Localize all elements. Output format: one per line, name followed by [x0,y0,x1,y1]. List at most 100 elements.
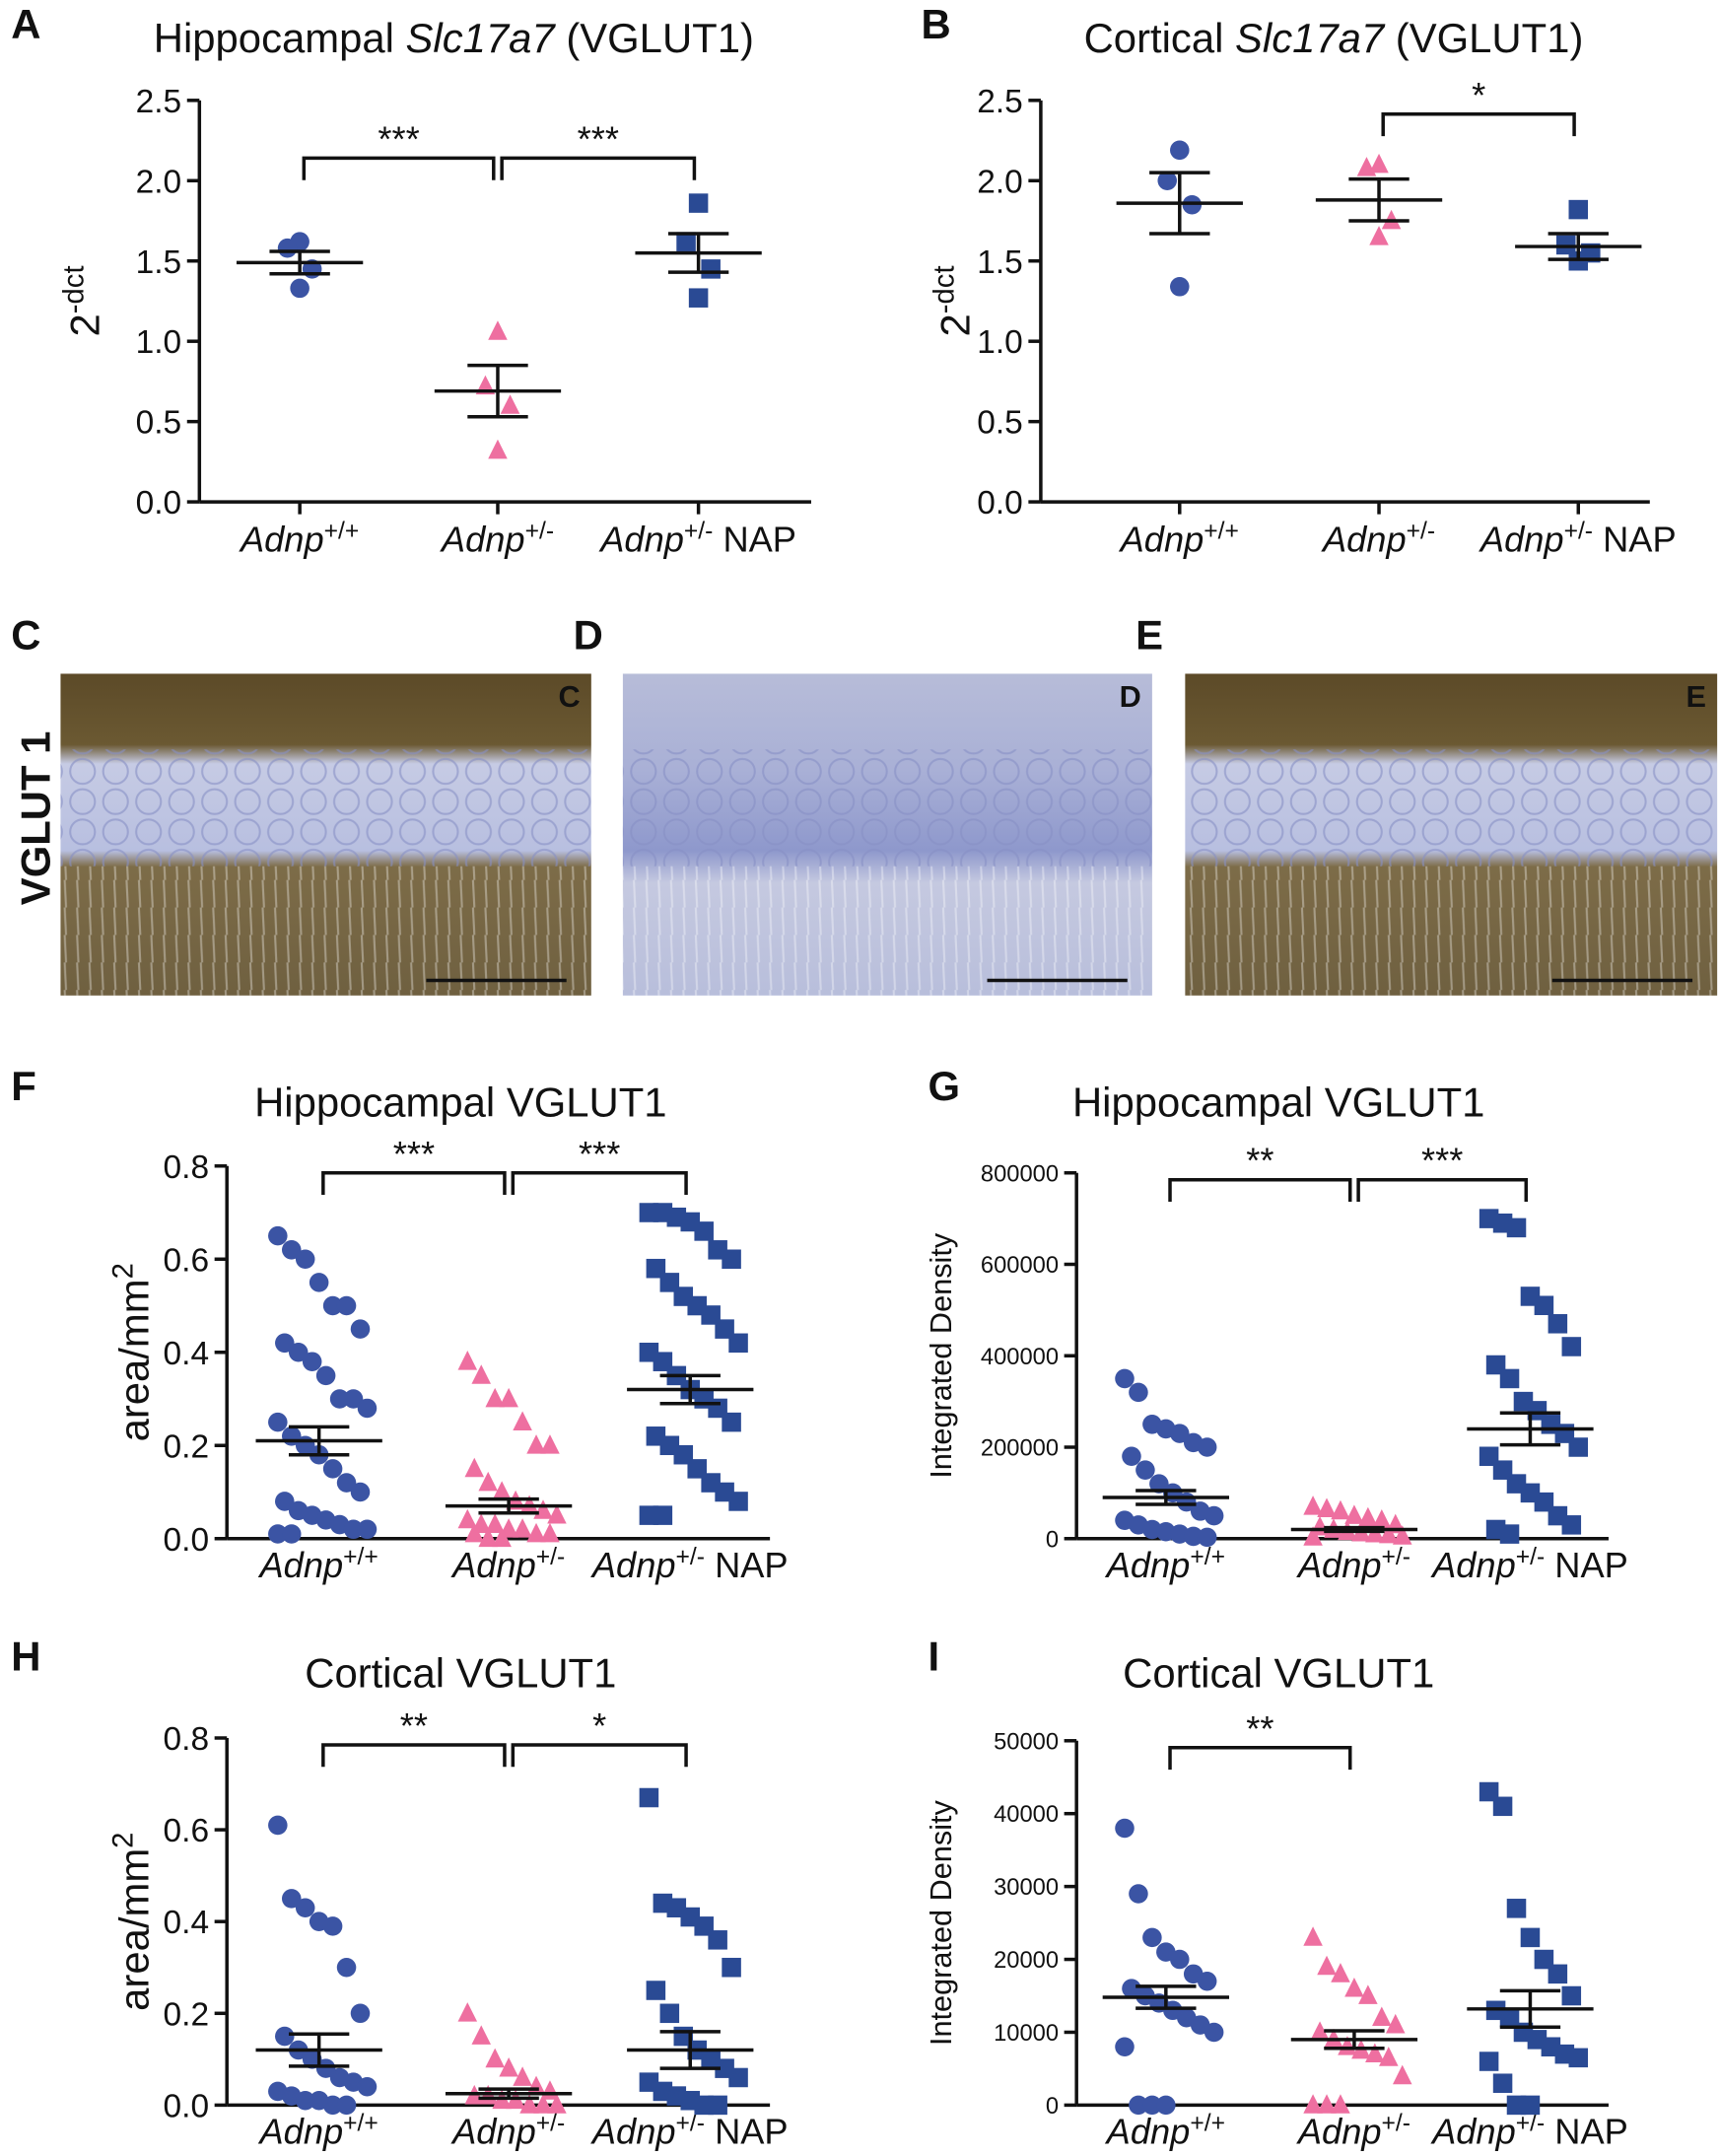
category-sup: +/+ [1204,518,1239,544]
panel-letter: H [11,1634,40,1680]
data-point [1204,1505,1224,1526]
data-point [1344,1504,1364,1524]
data-point [1568,1437,1589,1457]
data-point [722,1412,741,1432]
title-part: Cortical [1084,15,1235,61]
data-point [1479,1781,1499,1802]
significance-bracket [321,1170,507,1196]
data-point [1129,1382,1148,1403]
category-sup: +/+ [1190,2110,1225,2136]
x-tick-label: Adnp+/+ [1105,2110,1225,2152]
data-point [1358,1984,1378,2004]
data-point [457,1351,478,1370]
data-point [478,1471,498,1492]
data-point [708,2095,727,2116]
data-point [275,1492,295,1511]
category-name: Adnp [258,2111,344,2151]
data-point [1156,2095,1176,2116]
y-tick-label: 30000 [994,1875,1059,1901]
data-point [694,1221,714,1241]
y-tick-label: 400000 [981,1345,1059,1370]
data-point [1338,2036,1357,2055]
y-tick-label: 40000 [994,1802,1059,1828]
data-point [485,1513,505,1533]
y-tick-label: 10000 [994,2021,1059,2047]
panel-letter: E [1135,611,1163,658]
y-tick-label: 1.5 [977,244,1023,281]
data-point [1499,2007,1520,2028]
y-tick-label: 0.8 [164,1721,210,1758]
panel-letter: D [574,611,603,658]
data-point [526,1522,546,1543]
chart: G Hippocampal VGLUT1 Integrated Density 0 20… [924,1063,1628,1585]
y-label-part: -dct [928,265,960,313]
category-suffix: NAP [1545,1545,1628,1585]
category-name: Adnp [1321,519,1407,559]
data-point [464,1522,485,1543]
data-point [1520,2095,1541,2116]
data-point [275,1333,295,1354]
panel-letter: A [11,1,40,47]
data-point [1379,2047,1399,2066]
y-tick-label: 0.0 [977,485,1023,522]
category-sup: +/- [536,1543,565,1569]
data-point [281,1524,302,1544]
y-tick-label: 600000 [981,1253,1059,1279]
data-point [1129,2095,1148,2116]
data-point [350,1482,371,1502]
category-name: Adnp [1296,1545,1382,1585]
data-point [471,1364,492,1384]
data-point [1365,2043,1385,2063]
data-point [492,1481,512,1500]
data-point [1115,1368,1135,1389]
chart-title: Cortical VGLUT1 [1123,1649,1434,1696]
data-point [1372,2006,1392,2027]
data-point [688,193,709,213]
category-sup: +/- [1564,518,1593,544]
image-inset-letter: E [1686,679,1706,714]
category-name: Adnp [1430,2111,1516,2151]
category-sup: +/- [1516,1543,1545,1569]
panel-letter: C [11,611,40,658]
data-point [1344,1977,1364,1997]
category-name: Adnp [1119,519,1204,559]
data-point [1170,1949,1190,1970]
x-tick-label: Adnp+/+ [258,2110,378,2152]
y-tick-label: 0.0 [164,1522,210,1559]
y-tick-label: 1.0 [136,324,182,361]
y-label-part: 2 [106,1263,139,1279]
category-suffix: NAP [705,2111,789,2151]
data-point [357,1519,378,1540]
x-tick-label: Adnp+/- NAP [1430,1543,1628,1585]
data-point [540,1522,560,1543]
category-sup: +/+ [1190,1543,1225,1569]
data-point [533,2094,553,2114]
category-name: Adnp [450,2111,536,2151]
data-point [513,1411,532,1430]
panel-letter: B [922,1,951,47]
significance-label: *** [579,1134,620,1174]
x-tick-label: Adnp+/- [450,1543,565,1585]
significance-label: *** [1421,1141,1463,1181]
y-tick-label: 0.0 [136,485,182,522]
micrograph-cells [1185,749,1718,867]
category-sup: +/- [1382,2110,1410,2136]
y-label-part: 2 [931,313,978,336]
category-sup: +/- [536,2110,565,2136]
data-point [1379,1523,1399,1544]
y-tick-label: 0.0 [164,2088,210,2124]
data-point [1170,277,1190,297]
y-tick-label: 0.4 [164,1336,210,1372]
data-point [464,1457,485,1478]
image-inset-letter: C [559,679,581,714]
title-part: Slc17a7 [406,15,557,61]
data-point [1358,1506,1378,1527]
data-point [322,1916,343,1936]
x-tick-label: Adnp+/+ [1105,1543,1225,1585]
data-point [1331,2094,1350,2114]
data-point [540,1434,560,1454]
data-point [492,1527,512,1548]
category-name: Adnp [1296,2111,1382,2151]
